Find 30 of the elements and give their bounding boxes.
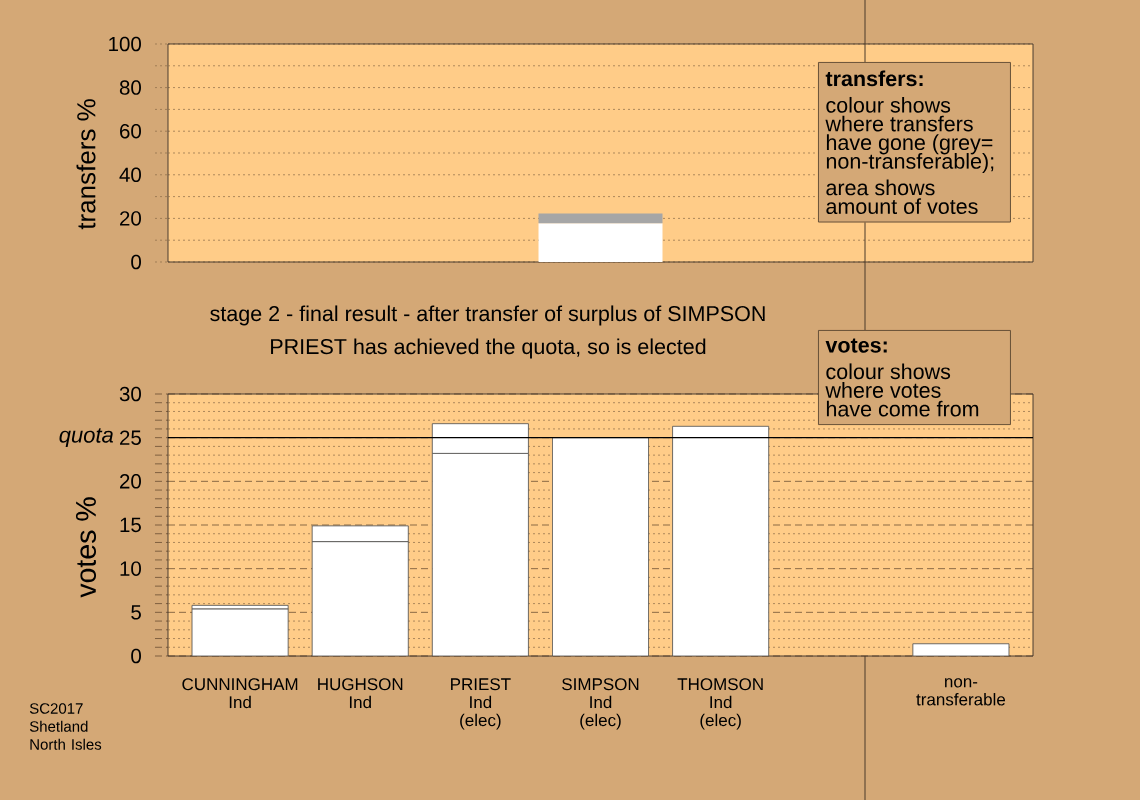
annotation: area shows amount of votes [826, 179, 978, 215]
y-tick-label: 60 [120, 123, 141, 139]
y-tick-label: 100 [109, 36, 141, 52]
chart-subtitle: PRIEST has achieved the quota, so is elected [271, 338, 706, 359]
annotation: colour shows where votes have come from [825, 363, 979, 417]
y-tick-label: 0 [131, 254, 141, 270]
y-tick-label: 0 [131, 648, 141, 664]
annotation: colour shows where transfers have gone (grey= non-transferable); [825, 96, 994, 174]
y-tick-label: 30 [119, 386, 141, 402]
annotation: transfers: [825, 70, 923, 87]
text: SC2017 Shetland North Isles [29, 703, 102, 750]
y-tick-label: 25 [120, 430, 141, 445]
y-tick-label: 20 [120, 211, 141, 226]
y-tick-label: 80 [119, 80, 141, 95]
x-tick-label: non-transferable [916, 678, 1006, 706]
chart-title: stage 2 - final result - after transfer of surplus of SIMPSON [210, 305, 765, 326]
y-axis-title: votes % [75, 497, 97, 598]
ref-line-label: quota [59, 428, 114, 448]
y-axis-title: transfers % [76, 99, 96, 230]
x-tick-label: SIMPSON Ind (elec) [562, 678, 639, 730]
x-tick-label: THOMSON Ind (elec) [677, 678, 763, 730]
y-tick-label: 5 [131, 605, 141, 620]
y-tick-label: 10 [120, 561, 141, 576]
x-tick-label: CUNNINGHAM Ind [182, 678, 298, 709]
y-tick-label: 40 [119, 167, 141, 183]
x-tick-label: PRIEST Ind (elec) [451, 678, 511, 730]
x-tick-label: HUGHSON Ind [318, 678, 403, 709]
text: votes: [825, 338, 887, 353]
y-tick-label: 15 [120, 517, 141, 533]
y-tick-label: 20 [120, 474, 141, 489]
